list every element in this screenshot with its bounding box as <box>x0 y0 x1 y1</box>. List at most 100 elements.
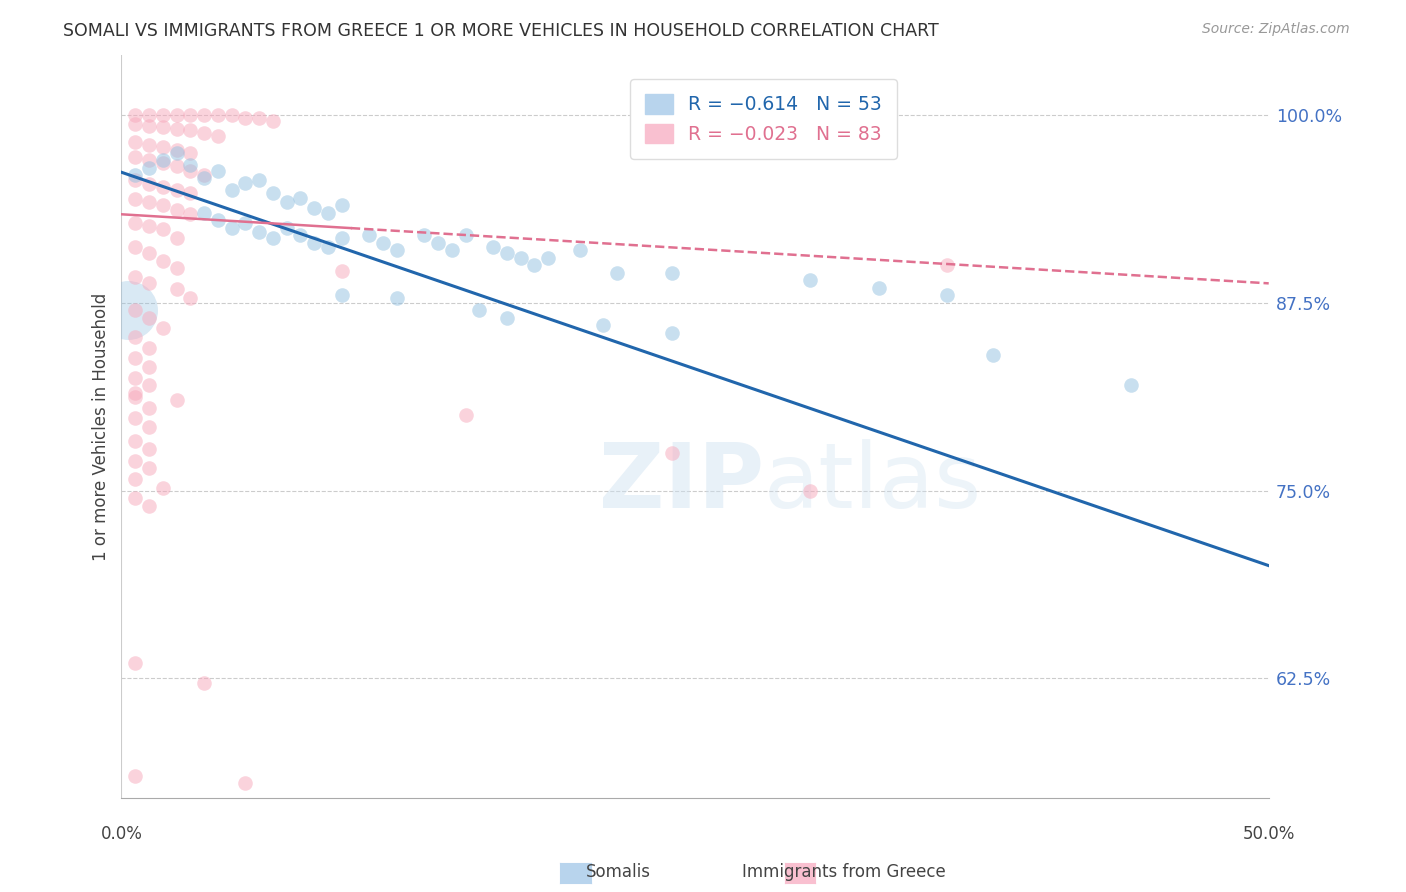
Point <box>868 281 890 295</box>
Text: atlas: atlas <box>763 439 981 527</box>
Point <box>235 776 257 790</box>
Point <box>166 282 188 296</box>
Point <box>138 153 160 168</box>
Point <box>124 150 146 164</box>
Point <box>523 258 546 272</box>
Point <box>179 145 201 160</box>
Point <box>983 348 1005 362</box>
Point <box>138 219 160 234</box>
Point <box>166 145 188 160</box>
Point <box>316 206 339 220</box>
Point <box>166 183 188 197</box>
Point <box>152 321 174 335</box>
Point <box>290 228 312 243</box>
Point <box>235 112 257 126</box>
Point <box>193 168 215 182</box>
Point <box>152 481 174 495</box>
Point <box>262 186 284 201</box>
Legend: R = −0.614   N = 53, R = −0.023   N = 83: R = −0.614 N = 53, R = −0.023 N = 83 <box>630 79 897 159</box>
Point <box>454 228 477 243</box>
Point <box>569 244 592 258</box>
Point <box>1119 378 1142 392</box>
Text: ZIP: ZIP <box>599 439 763 527</box>
Point <box>276 195 298 210</box>
Point <box>124 240 146 254</box>
Point <box>166 143 188 157</box>
Point <box>138 277 160 291</box>
Point <box>124 135 146 149</box>
Point <box>454 409 477 423</box>
Point <box>152 222 174 236</box>
Point <box>124 491 146 505</box>
Point <box>138 178 160 192</box>
Point <box>661 446 683 460</box>
Point <box>179 186 201 201</box>
Point <box>235 216 257 230</box>
Point <box>207 108 229 122</box>
Text: Somalis: Somalis <box>586 863 651 881</box>
Point <box>359 228 381 243</box>
Point <box>193 675 215 690</box>
Point <box>152 108 174 122</box>
Point <box>385 291 408 305</box>
Point <box>138 461 160 475</box>
Point <box>936 288 959 302</box>
Point <box>179 291 201 305</box>
Y-axis label: 1 or more Vehicles in Household: 1 or more Vehicles in Household <box>93 293 110 561</box>
Point <box>124 386 146 401</box>
Point <box>247 225 270 239</box>
Text: Immigrants from Greece: Immigrants from Greece <box>742 863 945 881</box>
Point <box>152 139 174 153</box>
Point <box>124 117 146 131</box>
Point <box>152 180 174 194</box>
Point <box>124 216 146 230</box>
Point <box>166 261 188 276</box>
Point <box>592 318 614 333</box>
Point <box>207 129 229 144</box>
Point <box>496 246 519 260</box>
Point <box>166 231 188 245</box>
Point <box>936 258 959 272</box>
Point <box>124 270 146 285</box>
Point <box>207 163 229 178</box>
Point <box>152 198 174 212</box>
Point <box>509 251 531 265</box>
Point <box>166 202 188 217</box>
Text: 0.0%: 0.0% <box>100 825 142 843</box>
Point <box>124 168 146 182</box>
Point <box>330 264 353 278</box>
Point <box>138 246 160 260</box>
Point <box>138 378 160 392</box>
Point <box>124 371 146 385</box>
Point <box>138 360 160 375</box>
Text: SOMALI VS IMMIGRANTS FROM GREECE 1 OR MORE VEHICLES IN HOUSEHOLD CORRELATION CHA: SOMALI VS IMMIGRANTS FROM GREECE 1 OR MO… <box>63 22 939 40</box>
Point <box>152 253 174 268</box>
Text: Source: ZipAtlas.com: Source: ZipAtlas.com <box>1202 22 1350 37</box>
Point <box>124 351 146 366</box>
Point <box>221 220 243 235</box>
Point <box>124 657 146 671</box>
Point <box>413 228 436 243</box>
Point <box>330 231 353 245</box>
Point <box>247 173 270 187</box>
Point <box>302 202 325 216</box>
Point <box>276 220 298 235</box>
Point <box>207 213 229 227</box>
Point <box>262 114 284 128</box>
Point <box>152 120 174 135</box>
Point <box>661 326 683 340</box>
Point <box>124 453 146 467</box>
Point <box>330 288 353 302</box>
Point <box>799 483 821 498</box>
Point <box>179 163 201 178</box>
Point <box>661 266 683 280</box>
Point <box>427 235 450 250</box>
Point <box>606 266 628 280</box>
Point <box>138 499 160 513</box>
Point <box>124 108 146 122</box>
Point <box>221 183 243 197</box>
Point <box>138 195 160 210</box>
Point <box>193 108 215 122</box>
Point <box>124 173 146 187</box>
Point <box>166 108 188 122</box>
